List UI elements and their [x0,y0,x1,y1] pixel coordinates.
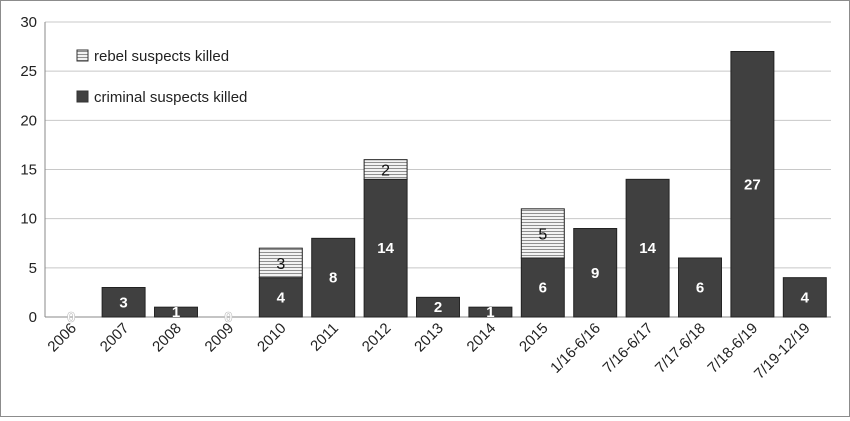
bar-criminal-12 [678,257,722,318]
bar-criminal-13 [730,51,775,318]
bar-criminal-8 [468,306,513,318]
y-tick-label: 20 [20,112,37,129]
legend-swatch-rebel [76,49,89,62]
bar-rebel-6 [363,159,408,180]
y-axis-ticks: 0 5 10 15 20 25 30 [20,14,37,326]
data-label-criminal-8: 1 [486,304,494,321]
bars: 0 3 1 0 4 3 8 14 2 2 1 6 5 9 14 6 27 4 [67,51,827,326]
data-label-criminal-12: 6 [696,280,704,297]
data-label-criminal-9: 6 [539,280,547,297]
x-tick-label: 2015 [516,320,552,356]
data-label-criminal-6: 14 [377,240,394,257]
y-tick-label: 10 [20,211,37,228]
x-tick-label: 2012 [359,320,395,356]
data-label-criminal-10: 9 [591,265,599,282]
x-axis-labels: 2006 2007 2008 2009 2010 2011 2012 2013 2014 2015… [44,320,813,383]
x-tick-label: 2013 [411,320,447,356]
x-tick-label: 2007 [97,320,133,356]
y-tick-label: 0 [29,309,37,326]
data-label-rebel-4: 3 [276,256,285,273]
bar-rebel-4 [258,247,303,279]
x-tick-label: 2011 [307,320,342,355]
bar-criminal-1 [101,287,146,318]
data-label-rebel-6: 2 [381,163,390,180]
x-tick-label: 7/17-6/18 [652,320,709,377]
bar-criminal-10 [573,228,618,318]
bar-criminal-2 [154,306,198,318]
legend: rebel suspects killed criminal suspects … [76,48,247,106]
data-label-criminal-1: 3 [119,294,127,311]
data-label-criminal-4: 4 [277,289,286,306]
x-tick-label: 7/16-6/17 [600,320,657,377]
y-tick-label: 15 [20,162,37,179]
x-tick-label: 7/19-12/19 [751,320,814,383]
data-label-rebel-9: 5 [538,226,547,243]
bar-criminal-6 [363,178,408,318]
x-tick-label: 2010 [254,320,290,356]
data-label-criminal-14: 4 [801,289,810,306]
data-label-criminal-2: 1 [172,304,180,321]
data-label-criminal-3: 0 [224,309,232,326]
bar-criminal-14 [782,277,827,318]
bar-criminal-11 [625,178,670,318]
data-label-criminal-13: 27 [744,176,761,193]
data-label-criminal-0: 0 [67,309,75,326]
data-label-criminal-5: 8 [329,270,337,287]
y-tick-label: 30 [20,14,37,31]
y-tick-label: 25 [20,63,37,80]
bar-rebel-9 [520,208,565,259]
y-tick-label: 5 [29,260,37,277]
x-tick-label: 2008 [149,320,185,356]
legend-swatch-criminal [76,90,89,103]
legend-label-rebel: rebel suspects killed [94,48,229,65]
data-label-criminal-7: 2 [434,299,442,316]
bar-criminal-4 [258,277,303,318]
bar-criminal-7 [416,296,460,318]
legend-label-criminal: criminal suspects killed [94,89,247,106]
x-tick-label: 1/16-6/16 [547,320,604,377]
x-tick-label: 2014 [464,320,500,356]
bar-criminal-5 [311,237,356,318]
data-label-criminal-11: 14 [639,240,656,257]
